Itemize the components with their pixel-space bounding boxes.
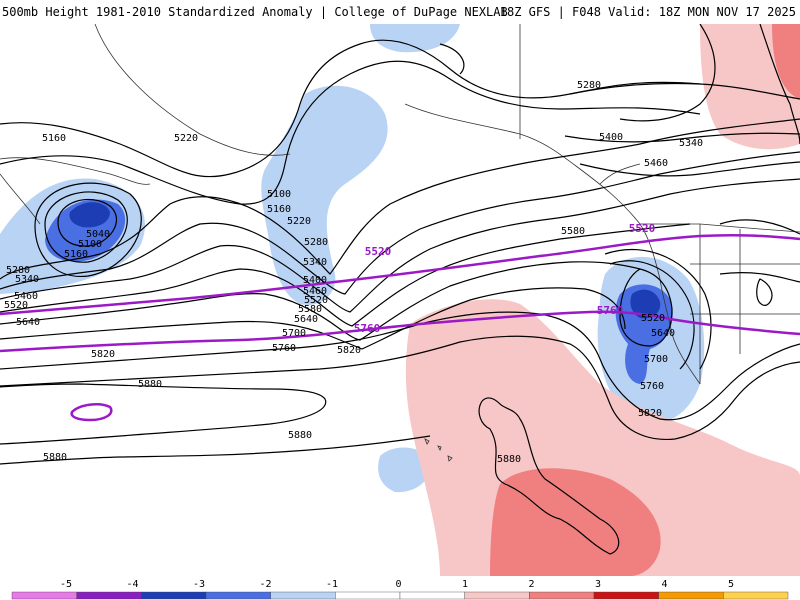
contour-label: 5160	[267, 204, 291, 215]
contour-label: 5460	[644, 158, 668, 169]
contour-label: 5640	[651, 328, 675, 339]
contour-label: 5820	[91, 349, 115, 360]
contour-label: 5520	[304, 295, 328, 306]
contour-5760	[0, 310, 800, 353]
contour-label: 5760	[640, 381, 664, 392]
contour-label: 5520	[641, 313, 665, 324]
closed-5880-contour	[70, 403, 113, 422]
colorbar-segment	[593, 591, 659, 600]
model-run-info: 18Z GFS | F048 Valid: 18Z MON NOV 17 202…	[499, 5, 796, 19]
contour-label: 5280	[577, 80, 601, 91]
colorbar-segment	[658, 591, 724, 600]
colorbar-segment	[335, 591, 401, 600]
positive-anomaly-area	[772, 24, 800, 99]
contour-label: 5280	[304, 237, 328, 248]
contour-label: 5460	[303, 286, 327, 297]
contour-label: 5460	[14, 291, 38, 302]
colorbar-segment	[270, 591, 336, 600]
contour-label: 5280	[6, 265, 30, 276]
contour-label: 5640	[294, 314, 318, 325]
colorbar-swatches	[11, 591, 789, 600]
height-anomaly-map: 5160 5220 5040 5100 5160 5280 5340 5460 …	[0, 24, 800, 576]
colorbar-tick-label: 0	[395, 579, 401, 590]
highlight-labels: 5520 5520 5760 5760	[354, 222, 656, 335]
contour-label: 5700	[282, 328, 306, 339]
contour-label: 5880	[497, 454, 521, 465]
height-contour	[478, 397, 620, 555]
colorbar-tick-label: 4	[661, 579, 667, 590]
colorbar-ticks: -5 -4 -3 -2 -1 0 1 2 3 4 5	[60, 579, 734, 590]
highlighted-contours	[0, 233, 800, 422]
negative-anomaly-area	[378, 447, 431, 493]
contour-label: 5640	[16, 317, 40, 328]
negative-anomaly-area	[370, 24, 460, 53]
contour-label: 5040	[86, 229, 110, 240]
contour-label: 5340	[15, 274, 39, 285]
negative-anomaly-area	[261, 85, 388, 305]
colorbar-segment	[399, 591, 465, 600]
contour-label: 5880	[288, 430, 312, 441]
colorbar-segment	[141, 591, 207, 600]
coastlines	[0, 24, 800, 385]
anomaly-shading	[0, 24, 800, 576]
colorbar-segment	[76, 591, 142, 600]
contour-label: 5340	[679, 138, 703, 149]
contour-label: 5820	[638, 408, 662, 419]
hawaii-islands	[424, 438, 453, 462]
colorbar-tick-label: 5	[728, 579, 734, 590]
contour-label: 5340	[303, 257, 327, 268]
contour-label: 5100	[267, 189, 291, 200]
colorbar-segment	[464, 591, 530, 600]
contour-label: 5820	[337, 345, 361, 356]
positive-anomaly-area	[490, 468, 661, 576]
contour-label: 5880	[138, 379, 162, 390]
colorbar-tick-label: -5	[60, 579, 72, 590]
contour-label: 5580	[298, 304, 322, 315]
map-header: 500mb Height 1981-2010 Standardized Anom…	[0, 0, 800, 24]
contour-label: 5220	[174, 133, 198, 144]
contour-label: 5880	[43, 452, 67, 463]
contour-label: 5160	[64, 249, 88, 260]
contour-labels: 5160 5220 5040 5100 5160 5280 5340 5460 …	[4, 80, 703, 465]
height-contours	[0, 24, 800, 465]
colorbar-tick-label: 2	[528, 579, 534, 590]
colorbar-tick-label: -2	[259, 579, 271, 590]
colorbar-tick-label: -4	[126, 579, 138, 590]
contour-label: 5700	[644, 354, 668, 365]
contour-label: 5400	[599, 132, 623, 143]
negative-anomaly-area	[630, 289, 661, 319]
colorbar-segment	[529, 591, 595, 600]
colorbar-tick-label: 3	[595, 579, 601, 590]
colorbar-segment	[723, 591, 789, 600]
anomaly-colorbar: -5 -4 -3 -2 -1 0 1 2 3 4 5	[0, 576, 800, 600]
contour-label: 5760	[272, 343, 296, 354]
contour-5520	[0, 233, 800, 316]
map-title: 500mb Height 1981-2010 Standardized Anom…	[2, 5, 508, 19]
contour-label: 5160	[42, 133, 66, 144]
colorbar-segment	[11, 591, 77, 600]
highlight-label-5520: 5520	[629, 222, 656, 235]
colorbar-segment	[205, 591, 271, 600]
highlight-label-5520: 5520	[365, 245, 392, 258]
contour-label: 5520	[4, 300, 28, 311]
highlight-label-5760: 5760	[354, 322, 381, 335]
negative-anomaly-area	[69, 202, 110, 228]
highlight-label-5760: 5760	[597, 304, 624, 317]
colorbar-tick-label: -1	[326, 579, 338, 590]
colorbar-tick-label: 1	[462, 579, 468, 590]
colorbar-tick-label: -3	[193, 579, 205, 590]
contour-label: 5100	[78, 239, 102, 250]
contour-label: 5580	[561, 226, 585, 237]
contour-label: 5400	[303, 275, 327, 286]
contour-label: 5220	[287, 216, 311, 227]
